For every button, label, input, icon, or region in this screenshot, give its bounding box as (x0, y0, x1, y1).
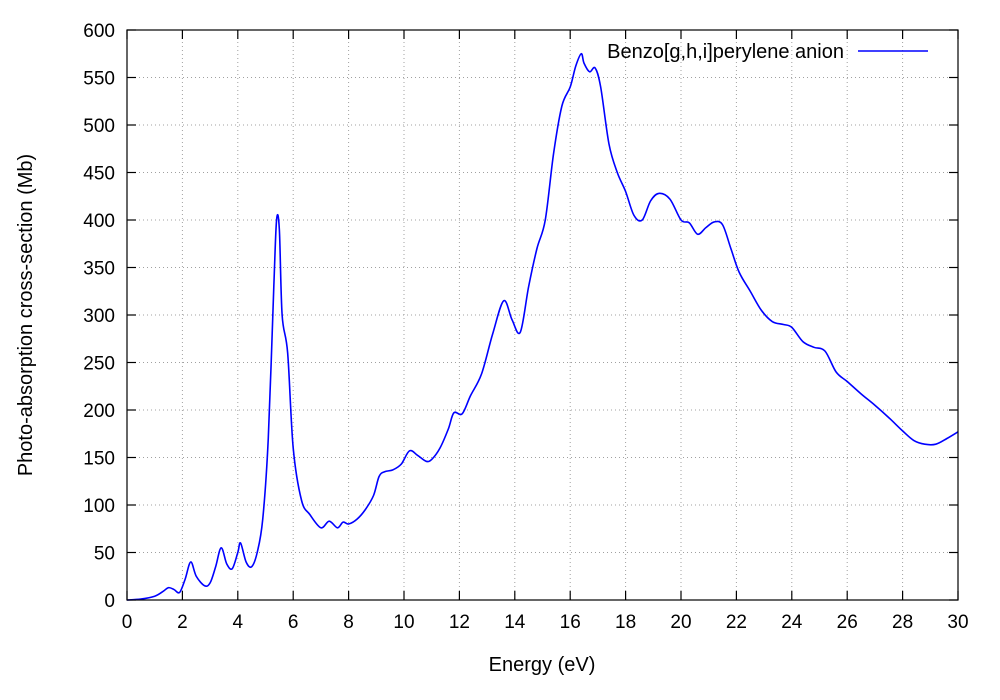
y-tick-labels: 0 50 100 150 200 250 300 350 400 450 500 550 600 (83, 21, 115, 612)
x-tick-label: 12 (449, 612, 470, 633)
x-axis-title: Energy (eV) (489, 654, 596, 676)
x-tick-label: 14 (504, 612, 526, 633)
x-tick-label: 28 (892, 612, 913, 633)
y-tick-label: 250 (83, 354, 115, 375)
x-tick-label: 2 (177, 612, 188, 633)
x-tick-labels: 0 2 4 6 8 10 12 14 16 18 20 22 24 26 28 30 (122, 612, 969, 633)
series-line (126, 52, 959, 601)
legend: Benzo[g,h,i]perylene anion (607, 41, 928, 63)
y-axis-title: Photo-absorption cross-section (Mb) (15, 154, 37, 476)
x-tick-label: 20 (670, 612, 691, 633)
y-tick-label: 200 (83, 401, 115, 422)
x-tick-label: 0 (122, 612, 133, 633)
plot-frame (126, 29, 959, 601)
y-tick-label: 300 (83, 306, 115, 327)
x-tick-label: 24 (781, 612, 803, 633)
x-tick-label: 30 (947, 612, 968, 633)
grid (127, 30, 958, 600)
x-tick-label: 16 (560, 612, 581, 633)
x-tick-label: 18 (615, 612, 636, 633)
y-tick-label: 0 (104, 591, 115, 612)
x-tick-label: 4 (233, 612, 244, 633)
y-tick-label: 550 (83, 69, 115, 90)
x-tick-label: 22 (726, 612, 747, 633)
x-tick-label: 6 (288, 612, 299, 633)
x-tick-label: 26 (837, 612, 858, 633)
y-tick-label: 50 (94, 544, 115, 565)
y-tick-label: 600 (83, 21, 115, 42)
legend-label: Benzo[g,h,i]perylene anion (607, 41, 844, 63)
y-tick-label: 500 (83, 116, 115, 137)
x-tick-label: 8 (343, 612, 354, 633)
y-tick-label: 150 (83, 449, 115, 470)
y-tick-label: 450 (83, 164, 115, 185)
x-tick-label: 10 (393, 612, 414, 633)
series-layer (126, 52, 959, 601)
y-tick-label: 350 (83, 259, 115, 280)
y-tick-label: 400 (83, 211, 115, 232)
y-tick-label: 100 (83, 496, 115, 517)
